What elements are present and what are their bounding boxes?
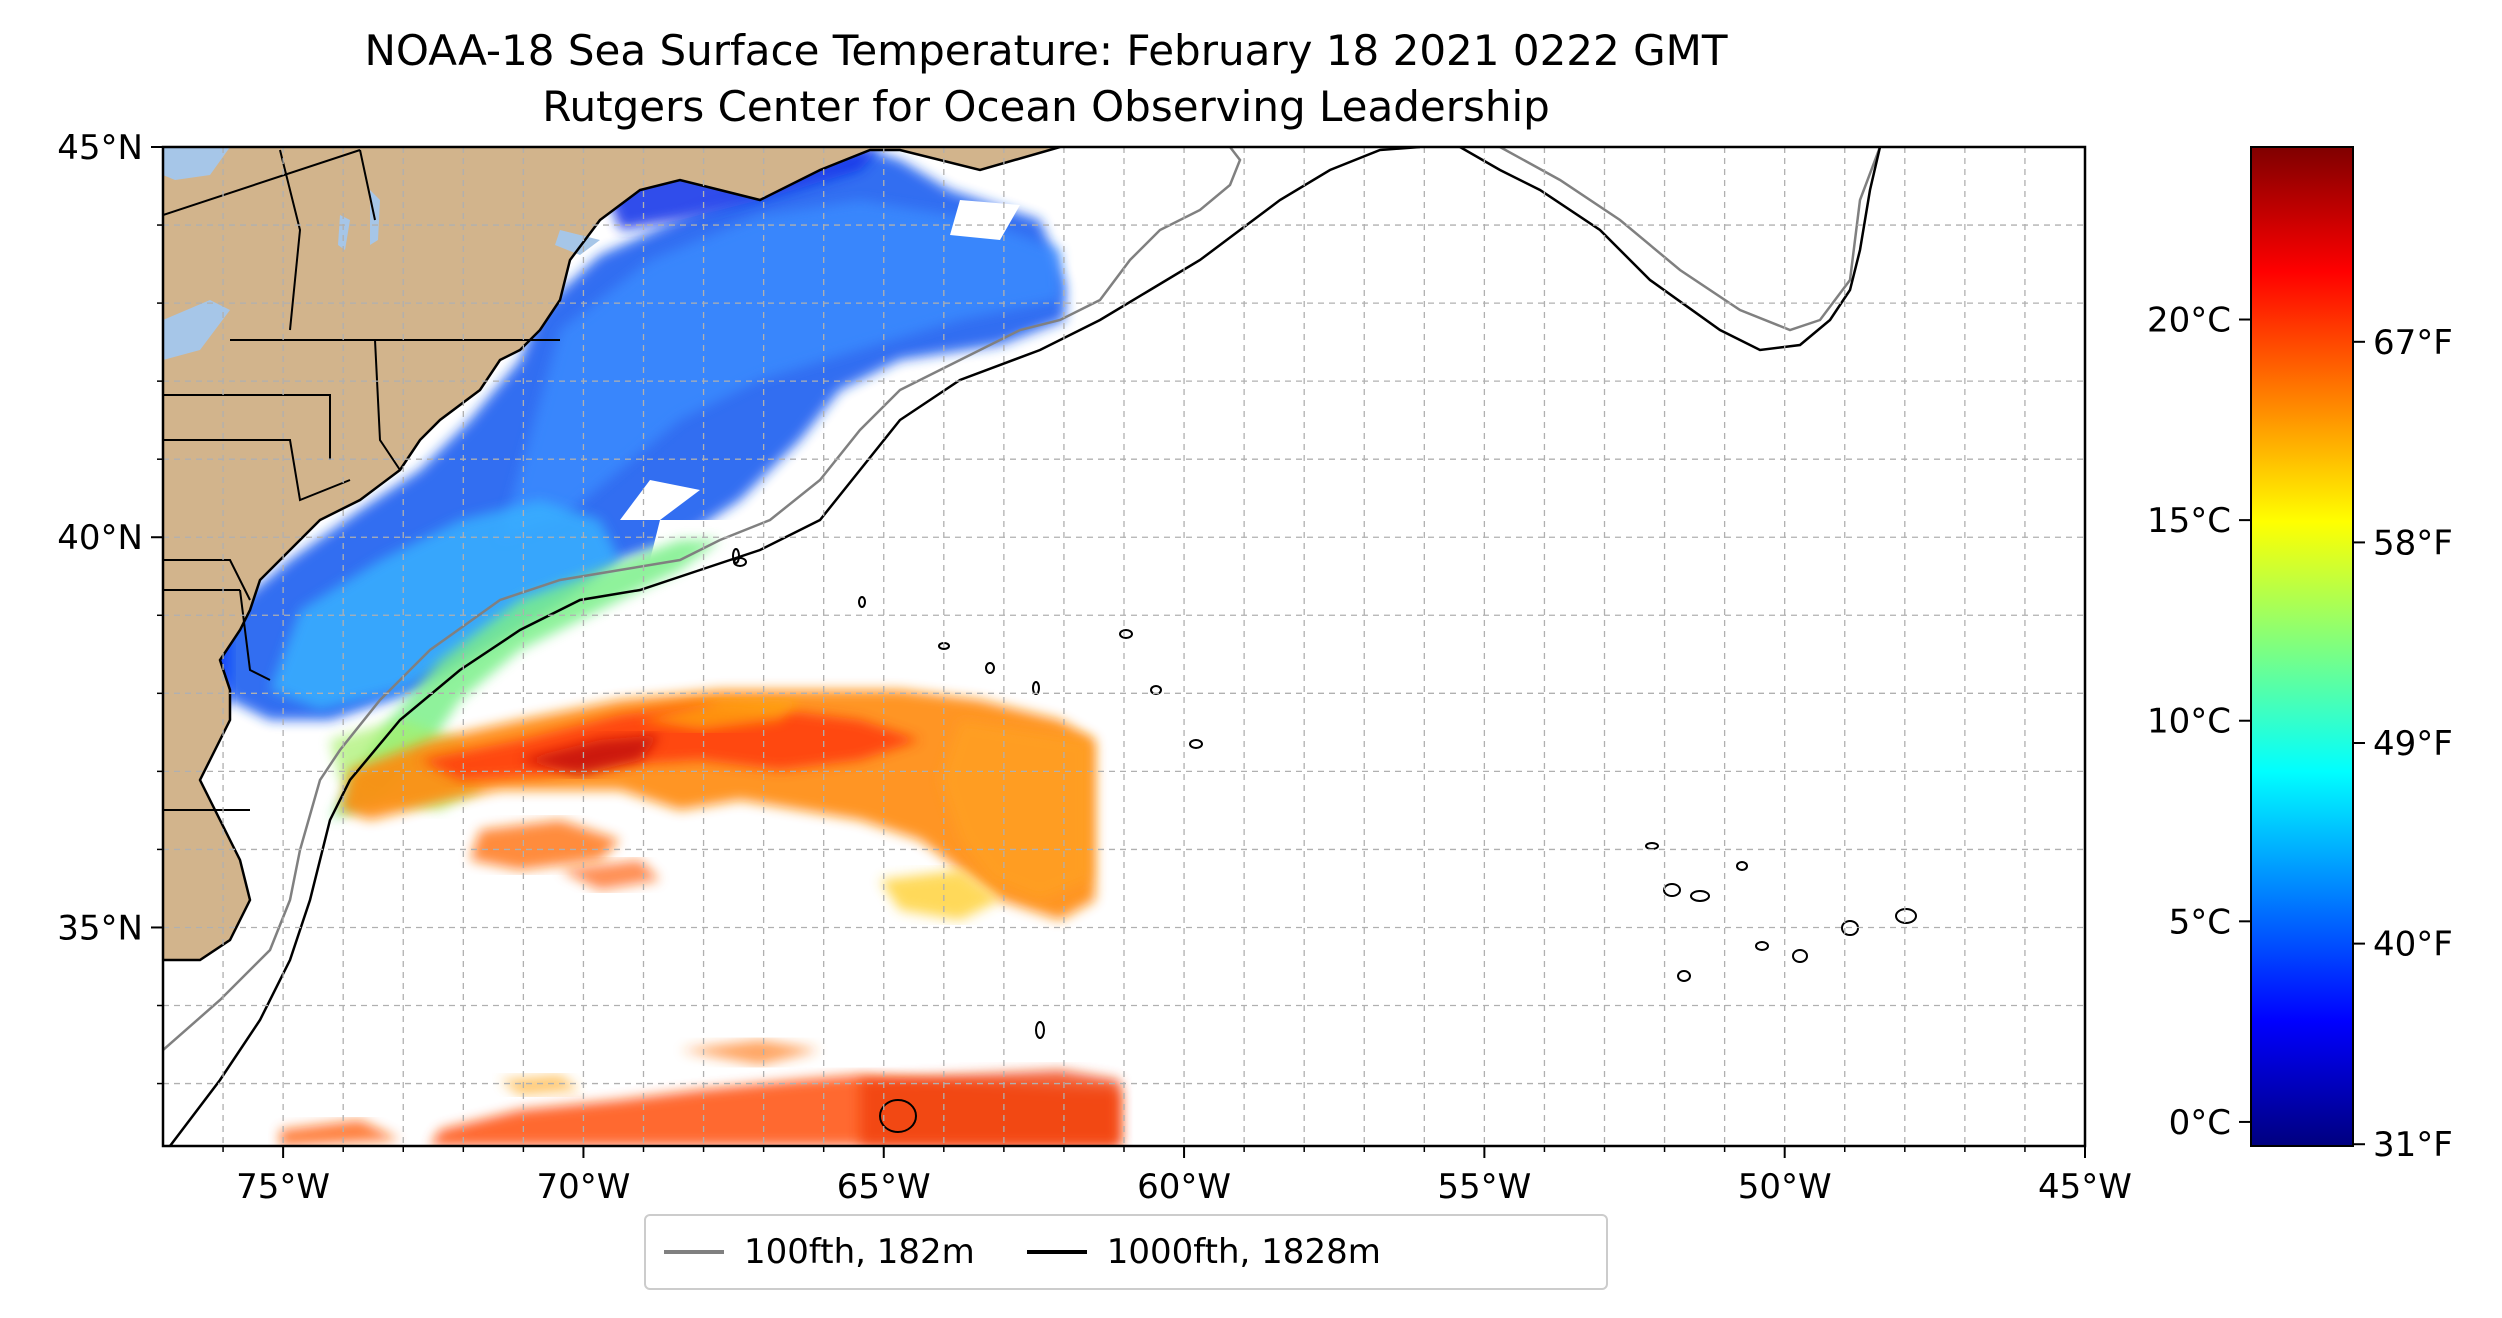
x-tick-label: 50°W <box>1738 1167 1832 1207</box>
land <box>163 147 1060 960</box>
y-tick-label: 35°N <box>57 908 143 948</box>
colorbar-fahrenheit-label: 58°F <box>2373 523 2453 563</box>
x-tick-label: 65°W <box>837 1167 931 1207</box>
x-tick-label: 60°W <box>1137 1167 1231 1207</box>
lakes <box>163 147 600 360</box>
x-tick-label: 75°W <box>236 1167 330 1207</box>
seamounts <box>732 548 1917 1133</box>
y-axis: 45°N 40°N 35°N <box>57 128 163 1085</box>
state-borders <box>163 149 560 811</box>
sst-southern-warm <box>280 1040 1120 1146</box>
x-tick-label: 70°W <box>536 1167 630 1207</box>
colorbar-fahrenheit-label: 40°F <box>2373 925 2453 965</box>
legend: 100fth, 182m 1000fth, 1828m <box>644 1214 1608 1290</box>
map-title: NOAA-18 Sea Surface Temperature: Februar… <box>364 26 1728 75</box>
x-axis: 75°W 70°W 65°W 60°W 55°W 50°W 45°W <box>222 1146 2132 1207</box>
colorbar-celsius-label: 15°C <box>2147 501 2231 541</box>
colorbar-celsius-label: 10°C <box>2147 702 2231 742</box>
legend-line-1000fth <box>1026 1250 1087 1254</box>
map-subtitle: Rutgers Center for Ocean Observing Leade… <box>542 82 1550 131</box>
colorbar-fahrenheit-label: 49°F <box>2373 724 2453 764</box>
legend-item-100fth: 100fth, 182m <box>646 1232 975 1272</box>
legend-line-100fth <box>664 1250 724 1254</box>
isobath-1000fth <box>169 147 1882 1146</box>
colorbar-celsius-label: 20°C <box>2147 301 2231 341</box>
colorbar-celsius-label: 5°C <box>2169 902 2231 942</box>
x-tick-label: 45°W <box>2038 1167 2132 1207</box>
colorbar-fahrenheit-label: 31°F <box>2373 1125 2453 1165</box>
sst-gulf-stream <box>340 690 1095 920</box>
x-tick-label: 55°W <box>1437 1167 1531 1207</box>
coastline <box>163 147 1061 962</box>
legend-label-1000fth: 1000fth, 1828m <box>1106 1232 1381 1272</box>
colorbar-celsius-axis: 20°C 15°C 10°C 5°C 0°C <box>2147 301 2251 1143</box>
colorbar-fahrenheit-axis: 67°F 58°F 49°F 40°F 31°F <box>2353 323 2453 1165</box>
gridlines <box>163 147 2085 1146</box>
y-tick-label: 40°N <box>57 518 143 558</box>
legend-item-1000fth: 1000fth, 1828m <box>1009 1232 1381 1272</box>
legend-label-100fth: 100fth, 182m <box>744 1232 975 1272</box>
y-tick-label: 45°N <box>57 128 143 168</box>
colorbar <box>2250 146 2354 1147</box>
map-area <box>163 147 2085 1146</box>
colorbar-celsius-label: 0°C <box>2169 1103 2231 1143</box>
isobath-100fth <box>163 147 1882 1051</box>
colorbar-fahrenheit-label: 67°F <box>2373 323 2453 363</box>
